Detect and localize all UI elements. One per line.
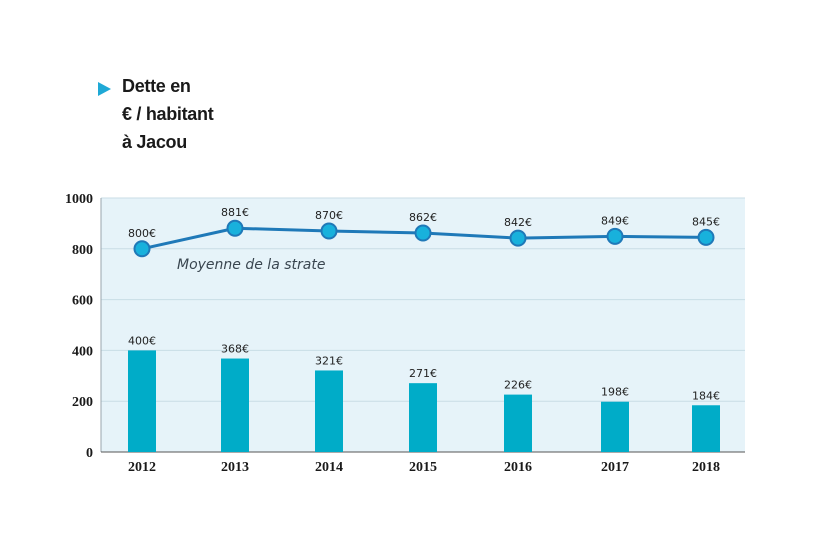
bar (409, 383, 437, 452)
y-tick-label: 1000 (65, 192, 93, 207)
bar (128, 350, 156, 452)
line-data-label: 881€ (221, 206, 249, 219)
bar-data-label: 226€ (504, 379, 532, 392)
x-tick-label: 2018 (692, 460, 720, 475)
bar (315, 370, 343, 452)
line-point (226, 219, 244, 237)
bar-data-label: 321€ (315, 354, 343, 367)
line-data-label: 845€ (692, 215, 720, 228)
play-arrow-icon (98, 82, 111, 96)
bar-data-label: 271€ (409, 367, 437, 380)
bar-data-label: 368€ (221, 343, 249, 356)
bar (601, 401, 629, 452)
line-data-label: 800€ (128, 227, 156, 240)
x-tick-label: 2017 (601, 460, 629, 475)
line-point (697, 228, 715, 246)
x-tick-label: 2013 (221, 460, 249, 475)
y-tick-label: 400 (72, 344, 93, 359)
y-tick-label: 600 (72, 294, 93, 309)
bar-data-label: 184€ (692, 389, 720, 402)
line-point (509, 229, 527, 247)
y-tick-label: 800 (72, 243, 93, 258)
x-tick-label: 2012 (128, 460, 156, 475)
bar (692, 405, 720, 452)
chart-title-line-3: à Jacou (122, 132, 187, 152)
line-data-label: 842€ (504, 216, 532, 229)
bar (504, 394, 532, 452)
line-data-label: 849€ (601, 214, 629, 227)
x-tick-label: 2014 (315, 460, 343, 475)
line-point (414, 224, 432, 242)
chart-title-line-1: Dette en (122, 76, 191, 96)
line-point (320, 222, 338, 240)
chart-title-line-2: € / habitant (122, 104, 214, 124)
bar (221, 358, 249, 452)
x-tick-label: 2015 (409, 460, 437, 475)
line-data-label: 862€ (409, 211, 437, 224)
x-tick-label: 2016 (504, 460, 532, 475)
y-tick-label: 200 (72, 395, 93, 410)
line-point (133, 240, 151, 258)
series-label: Moyenne de la strate (177, 257, 325, 273)
bar-data-label: 198€ (601, 386, 629, 399)
line-point (606, 227, 624, 245)
bar-data-label: 400€ (128, 334, 156, 347)
line-data-label: 870€ (315, 209, 343, 222)
y-tick-label: 0 (86, 446, 93, 461)
